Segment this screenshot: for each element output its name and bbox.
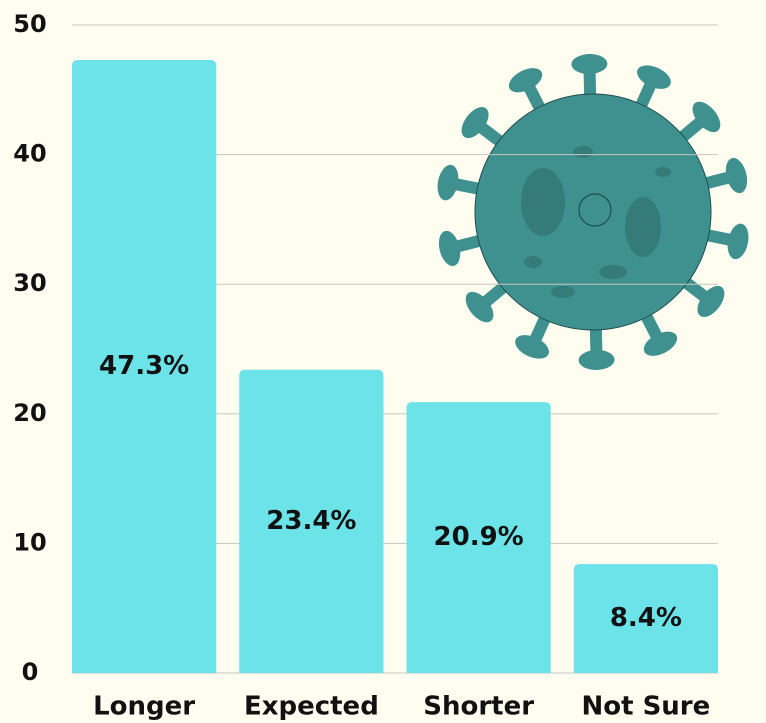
value-label: 23.4% bbox=[266, 506, 356, 536]
virus-body bbox=[475, 94, 711, 330]
x-tick-label: Expected bbox=[244, 692, 379, 722]
virus-illustration bbox=[435, 54, 752, 371]
value-label: 47.3% bbox=[99, 351, 189, 381]
x-tick-label: Longer bbox=[93, 692, 195, 722]
y-tick-label: 50 bbox=[13, 10, 46, 38]
value-label: 8.4% bbox=[610, 603, 682, 633]
virus-spot bbox=[625, 197, 661, 257]
virus-spot bbox=[599, 265, 627, 279]
virus-spike-tip bbox=[435, 163, 462, 202]
page: {"chart_data": {"type": "bar", "categori… bbox=[0, 0, 766, 723]
virus-spot bbox=[524, 256, 542, 268]
virus-spike-tip bbox=[435, 229, 463, 269]
y-tick-label: 10 bbox=[13, 528, 46, 556]
virus-spot bbox=[521, 168, 565, 236]
virus-spike-tip bbox=[722, 156, 750, 196]
value-label: 20.9% bbox=[434, 522, 524, 552]
virus-spike-tip bbox=[725, 222, 752, 261]
y-tick-label: 40 bbox=[13, 140, 46, 168]
x-tick-label: Not Sure bbox=[581, 692, 710, 722]
y-tick-label: 0 bbox=[22, 658, 39, 686]
virus-spot bbox=[655, 167, 671, 177]
x-tick-label: Shorter bbox=[423, 692, 534, 722]
chart: 0 10 20 30 40 50 47.3% Longer 23.4% Expected 20.9%… bbox=[0, 0, 766, 723]
virus-spike-tip bbox=[578, 350, 614, 371]
virus-spot bbox=[573, 146, 593, 158]
y-tick-label: 20 bbox=[13, 399, 46, 427]
virus-spike-tip bbox=[571, 54, 607, 75]
y-tick-label: 30 bbox=[13, 269, 46, 297]
virus-spot bbox=[551, 286, 575, 298]
